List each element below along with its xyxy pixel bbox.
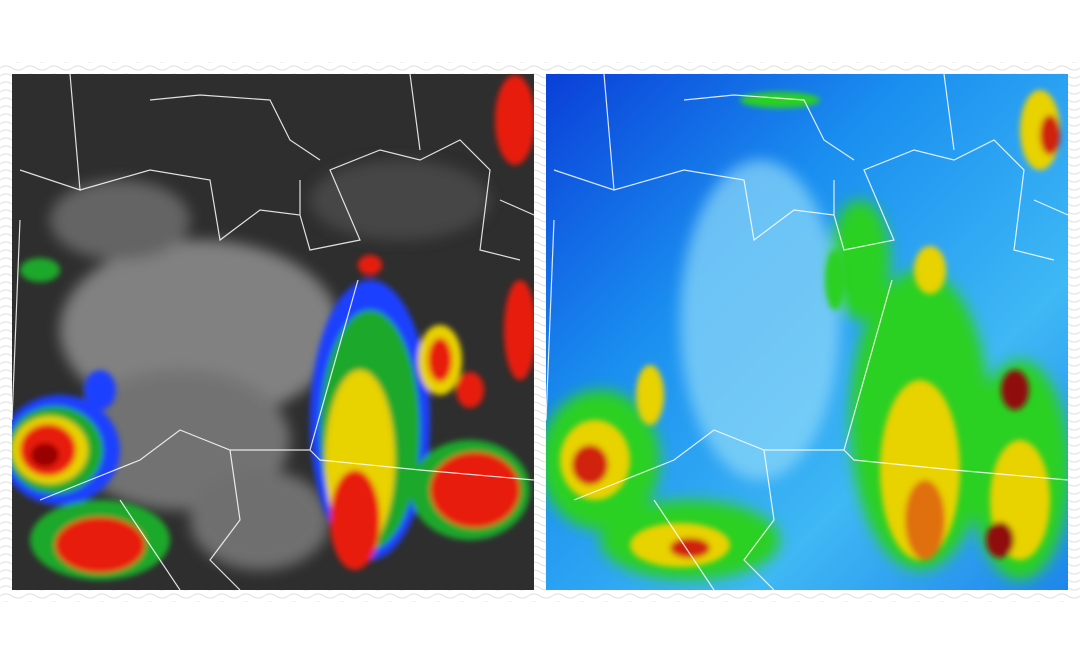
left-satellite-image [12, 74, 534, 590]
right-satellite-image [546, 74, 1068, 590]
